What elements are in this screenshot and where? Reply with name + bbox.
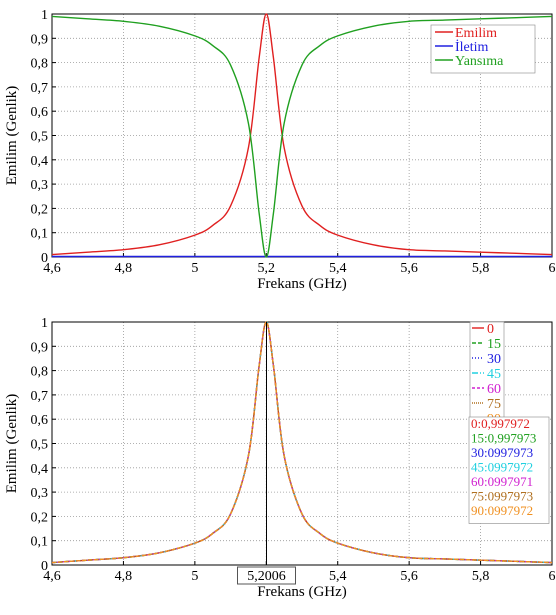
y-tick-label: 1: [41, 8, 48, 23]
y-tick-label: 0,8: [31, 57, 49, 72]
y-tick-label: 0,5: [31, 130, 49, 145]
x-tick-label: 4,6: [43, 261, 61, 276]
y-tick-label: 0,4: [31, 462, 49, 477]
y-axis-label: Emilim (Genlik): [4, 86, 20, 186]
annotation-text: 75:0997973: [471, 489, 533, 504]
y-tick-label: 0,6: [31, 413, 49, 428]
y-tick-label: 1: [41, 316, 48, 331]
series-line-7: [51, 321, 553, 564]
x-tick-label: 4,6: [43, 569, 61, 584]
legend-label: 0: [487, 322, 494, 337]
x-tick-label: 6: [549, 569, 556, 584]
x-tick-label: 5,8: [472, 261, 490, 276]
legend-label: 15: [487, 337, 501, 352]
legend-box: [430, 24, 536, 74]
legend-label: İletim: [455, 39, 489, 55]
x-tick-label: 4,8: [115, 569, 133, 584]
chart-1: 4,6 4,8 5 5,2 5,4 5,6 5,8 6 0 0,1 0,2 0,3 0,4 0,5 0,6 0…: [4, 8, 556, 292]
series-group: [51, 13, 553, 258]
annotation-text: 30:0997973: [471, 445, 533, 460]
grid: [52, 14, 552, 257]
series-line-3: [51, 15, 553, 258]
y-tick-label: 0,8: [31, 365, 49, 380]
annotation-text: 60:0997971: [471, 474, 533, 489]
x-tick-label: 5,8: [472, 569, 490, 584]
annotation-text: 0:0,997972: [471, 416, 530, 431]
y-tick-label: 0,3: [31, 178, 49, 193]
y-tick-label: 0,4: [31, 154, 49, 169]
x-axis-label: Frekans (GHz): [257, 276, 347, 292]
x-tick-label: 5,2: [258, 261, 276, 276]
x-tick-label: 5,6: [400, 569, 418, 584]
legend: 0153045607590: [469, 321, 505, 432]
y-tick-label: 0,2: [31, 510, 49, 525]
x-tick-label: 6: [549, 261, 556, 276]
y-tick-label: 0,2: [31, 202, 49, 217]
y-tick-label: 0,9: [31, 340, 49, 355]
value-annotations: 0:0,99797215:0,99797330:099797345:099797…: [468, 416, 550, 524]
marker-label: 5,2006: [247, 569, 286, 584]
annotation-text: 15:0,997973: [471, 431, 536, 446]
y-tick-label: 0,3: [31, 486, 49, 501]
legend-label: Emilim: [455, 26, 497, 41]
y-tick-label: 0,7: [31, 389, 49, 404]
x-tick-label: 5,6: [400, 261, 418, 276]
legend-label: 30: [487, 352, 501, 367]
annotation-box: [468, 416, 550, 524]
annotation-text: 90:0997972: [471, 503, 533, 518]
y-tick-label: 0,1: [31, 227, 49, 242]
x-tick-label: 5,4: [329, 261, 347, 276]
grid: [52, 322, 552, 565]
x-tick-label: 5,4: [329, 569, 347, 584]
y-axis-label: Emilim (Genlik): [4, 394, 20, 494]
y-tick-label: 0,7: [31, 81, 49, 96]
annotation-text: 45:0997972: [471, 460, 533, 475]
y-tick-label: 0,5: [31, 438, 49, 453]
y-tick-label: 0,9: [31, 32, 49, 47]
legend-label: 60: [487, 382, 501, 397]
marker-box: [237, 566, 296, 585]
y-tick-label: 0,6: [31, 105, 49, 120]
x-tick-label: 5: [191, 261, 198, 276]
legend-label: Yansıma: [455, 54, 504, 69]
x-tick-label: 4,8: [115, 261, 133, 276]
y-tick-label: 0: [41, 559, 48, 574]
legend-label: 75: [487, 397, 501, 412]
legend-label: 45: [487, 367, 501, 382]
y-tick-label: 0,1: [31, 535, 49, 550]
series-group: [51, 321, 553, 564]
y-tick-label: 0: [41, 251, 48, 266]
x-axis-label: Frekans (GHz): [257, 584, 347, 600]
chart-2: 4,64,855,25,45,65,8600,10,20,30,40,50,60…: [4, 316, 556, 600]
series-line-1: [51, 13, 553, 256]
x-tick-label: 5: [191, 569, 198, 584]
